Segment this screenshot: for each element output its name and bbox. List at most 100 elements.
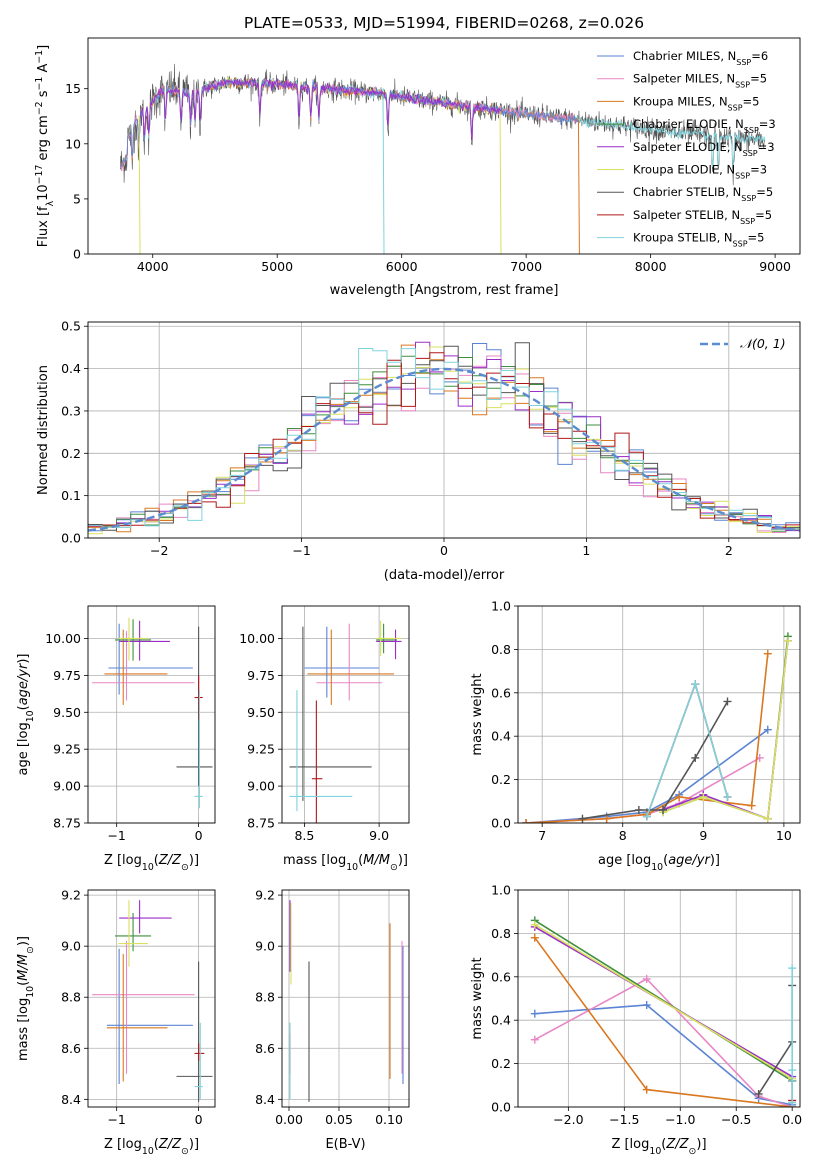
legend-value: =3: [759, 117, 776, 131]
x-tick-label: 8.5: [294, 828, 314, 843]
legend-text: Salpeter STELIB, N: [633, 208, 740, 222]
histogram-kroupa_stelib: [88, 348, 800, 530]
label-part: 10: [649, 1146, 661, 1157]
legend-label: Salpeter MILES, NSSP=5: [633, 72, 767, 90]
residuals-legend: 𝒩(0, 1): [700, 336, 786, 351]
label-part: (: [16, 981, 31, 986]
x-tick-label: 0.00: [275, 1112, 303, 1127]
legend-label: Chabrier MILES, NSSP=6: [633, 49, 768, 67]
legend-sub: SSP: [735, 171, 750, 180]
label-part: Flux [f: [36, 206, 51, 247]
legend-value: =5: [748, 231, 765, 245]
legend-value: =5: [755, 208, 772, 222]
weight-line-salpeter_miles: [534, 978, 793, 1107]
x-tick-label: 9000: [759, 259, 791, 274]
legend-text: Salpeter ELODIE, N: [633, 140, 743, 154]
mass_vs_ebv-xlabel: E(B-V): [325, 1137, 365, 1152]
y-tick-label: 0.5: [61, 319, 81, 334]
label-part: Z [log: [611, 1137, 649, 1152]
legend-sub: SSP: [743, 148, 758, 157]
label-part: E(B-V): [325, 1137, 365, 1152]
y-tick-label: 9.25: [53, 742, 81, 757]
label-part: ⊙: [181, 862, 189, 873]
label-part: Z/Z: [665, 1137, 689, 1152]
spectrum-drop-line: [577, 119, 580, 254]
label-part: s: [36, 90, 51, 101]
age_vs_mass-xlabel: mass [log10(M/M⊙)]: [283, 853, 408, 873]
weight-line-kroupa_stelib: [646, 681, 729, 817]
axes-frame: [517, 605, 801, 824]
legend-value: =6: [751, 49, 768, 63]
label-part: 10: [142, 1146, 154, 1157]
y-tick-label: 0.0: [61, 531, 81, 546]
legend-text: Kroupa MILES, N: [633, 94, 728, 108]
age_vs_Z-xlabel: Z [log10(Z/Z⊙)]: [104, 853, 199, 873]
label-part: −1: [34, 50, 45, 64]
mass_vs_ebv-panel: 0.00 0.05 0.10 8.4 8.6 8.8 9.0 9.2 E(B-V): [255, 888, 410, 1152]
weight_vs_Z-lines: [530, 916, 797, 1107]
label-part: mass [log: [283, 853, 346, 868]
label-part: ⊙: [181, 1146, 189, 1157]
y-tick-label: 8.6: [61, 1041, 81, 1056]
label-part: )]: [189, 1137, 199, 1152]
y-tick-label: 10.00: [239, 631, 275, 646]
weight_vs_age-lines: [522, 632, 792, 823]
x-tick-label: 8000: [635, 259, 667, 274]
y-tick-label: 9.2: [61, 888, 81, 903]
legend-value: =5: [743, 94, 760, 108]
spectrum-series-salpeter_elodie: [139, 78, 502, 140]
label-part: Z/Z: [158, 1137, 182, 1152]
y-tick-label: 8.75: [53, 816, 81, 831]
y-tick-label: 0.4: [491, 729, 511, 744]
weight-line-chabrier_elodie: [534, 919, 793, 1082]
legend-text: Kroupa ELODIE, N: [633, 163, 735, 177]
label-part: 10: [25, 710, 36, 722]
label-part: −1: [34, 77, 45, 91]
y-tick-label: 0.0: [491, 816, 511, 831]
legend-sub: SSP: [728, 103, 743, 112]
weight_vs_age-xlabel: age [log10(age/yr)]: [598, 853, 720, 873]
x-tick-label: −1.5: [609, 1112, 639, 1127]
y-tick-label: 0.4: [491, 1013, 511, 1028]
label-part: 10: [142, 862, 154, 873]
spectrum-xlabel: wavelength [Angstrom, rest frame]: [330, 283, 559, 298]
x-tick-label: −1.0: [665, 1112, 695, 1127]
legend-sub: SSP: [736, 58, 751, 67]
mass_vs_Z-xlabel: Z [log10(Z/Z⊙)]: [104, 1137, 199, 1157]
spectrum-drop-line: [499, 110, 502, 254]
weight-line-kroupa_miles: [526, 653, 769, 823]
label-part: erg cm: [36, 115, 51, 164]
axes-frame: [87, 889, 216, 1108]
spectrum-drop-line: [382, 94, 385, 254]
x-tick-label: 0.0: [782, 1112, 802, 1127]
legend-label: Salpeter ELODIE, NSSP=3: [633, 140, 775, 158]
y-tick-label: 5: [73, 191, 81, 206]
label-part: age [log: [16, 722, 31, 775]
y-tick-label: 0.4: [61, 361, 81, 376]
hist-lines: [88, 341, 800, 535]
legend-text: Chabrier STELIB, N: [633, 185, 741, 199]
label-part: mass [log: [16, 998, 31, 1061]
x-tick-label: −1: [107, 1112, 125, 1127]
mass_vs_Z-panel: −1 08.48.68.89.09.2Z [log10(Z/Z⊙)]mass [l…: [16, 888, 216, 1157]
y-tick-label: 1.0: [491, 599, 511, 614]
label-part: )]: [189, 853, 199, 868]
y-tick-label: 0.2: [491, 1056, 511, 1071]
axes-frame: [281, 605, 410, 824]
label-part: (: [16, 705, 31, 710]
spectrum-title: PLATE=0533, MJD=51994, FIBERID=0268, z=0…: [244, 14, 644, 32]
y-tick-label: 9.25: [247, 742, 275, 757]
label-part: )]: [710, 853, 720, 868]
x-tick-label: −1: [107, 828, 125, 843]
axes-frame: [87, 321, 801, 539]
y-tick-label: 9.00: [53, 779, 81, 794]
x-tick-label: −1: [292, 543, 310, 558]
y-tick-label: 0.8: [491, 642, 511, 657]
mass_vs_Z-points: [92, 900, 213, 1102]
y-tick-label: 8.75: [247, 816, 275, 831]
legend-text: Chabrier MILES, N: [633, 49, 736, 63]
